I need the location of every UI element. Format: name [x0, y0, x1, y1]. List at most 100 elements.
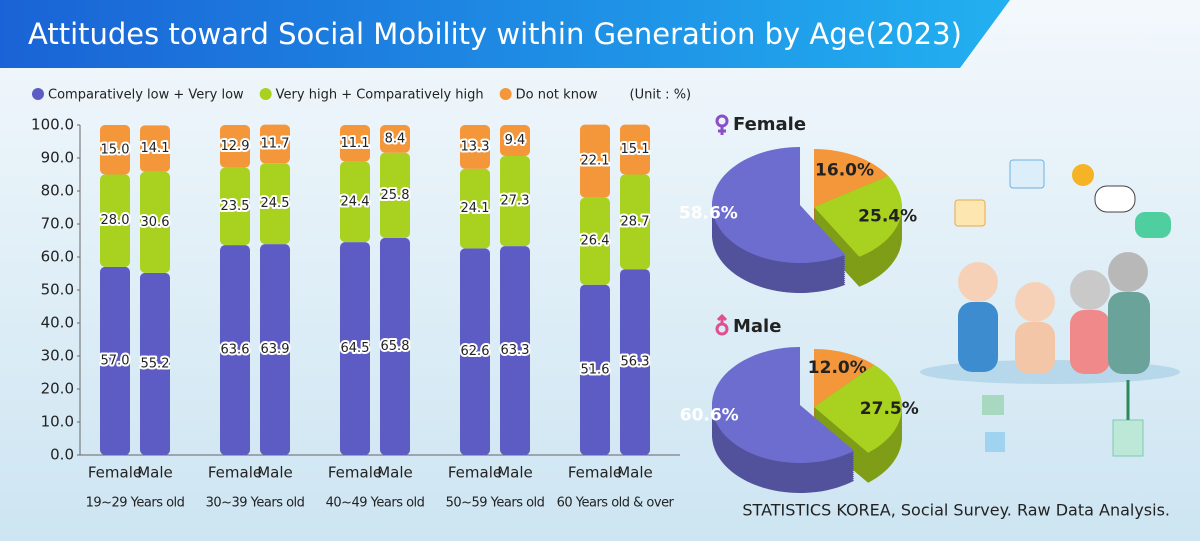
y-tick-label: 0.0 [50, 446, 74, 464]
value-label: 30.6 [141, 215, 170, 230]
value-label: 24.4 [341, 194, 370, 209]
bar-segment [620, 174, 650, 270]
pie-value-label: 60.6% [680, 405, 739, 425]
bar-segment [100, 174, 130, 267]
title-banner [0, 0, 1010, 68]
value-label: 26.4 [581, 234, 610, 249]
x-tick-label: Female [448, 464, 502, 482]
value-label: 56.3 [621, 355, 650, 370]
bar-segment [500, 156, 530, 247]
y-tick-label: 10.0 [41, 413, 74, 431]
pie-value-label: 58.6% [679, 204, 738, 224]
y-tick-label: 80.0 [41, 182, 74, 200]
y-tick-label: 60.0 [41, 248, 74, 266]
value-label: 63.3 [501, 343, 530, 358]
bar-segment [380, 125, 410, 153]
y-tick-label: 40.0 [41, 314, 74, 332]
bar-segment [220, 245, 250, 455]
pie-slice [814, 349, 875, 407]
group-label: 19~29 Years old [86, 496, 185, 511]
x-tick-label: Female [328, 464, 382, 482]
legend-swatch [259, 88, 272, 100]
value-label: 8.4 [385, 131, 406, 146]
pie-value-label: 27.5% [860, 399, 919, 419]
legend-label: Do not know [516, 88, 598, 103]
x-tick-label: Male [617, 464, 653, 482]
value-label: 65.8 [381, 339, 410, 354]
group-label: 30~39 Years old [206, 496, 305, 511]
x-tick-label: Female [568, 464, 622, 482]
bar-segment [380, 152, 410, 238]
pie-slice [712, 147, 846, 263]
y-tick-label: 100.0 [31, 116, 74, 134]
x-tick-label: Male [137, 464, 173, 482]
pie-value-label: 16.0% [815, 160, 874, 180]
group-label: 60 Years old & over [557, 496, 675, 511]
value-label: 51.6 [581, 362, 610, 377]
legend-label: Comparatively low + Very low [48, 88, 244, 103]
bar-segment [220, 167, 250, 246]
bar-segment [140, 272, 170, 455]
y-tick-label: 90.0 [41, 149, 74, 167]
bar-segment [460, 168, 490, 249]
bar-segment [260, 244, 290, 455]
value-label: 24.1 [461, 201, 490, 216]
bar-segment [140, 171, 170, 273]
bar-segment [340, 242, 370, 455]
value-label: 55.2 [141, 356, 170, 371]
pie-slice [814, 149, 889, 207]
pie-value-label: 25.4% [858, 207, 917, 227]
pie-slice [712, 347, 855, 463]
unit-label: (Unit : %) [630, 88, 692, 103]
bar-segment [500, 246, 530, 455]
title: Attitudes toward Social Mobility within … [28, 17, 962, 51]
female-icon [715, 114, 729, 135]
value-label: 24.5 [261, 196, 290, 211]
pie-slice [814, 364, 902, 453]
y-tick-label: 20.0 [41, 380, 74, 398]
bar-segment [100, 266, 130, 455]
x-tick-label: Female [88, 464, 142, 482]
bar-segment [460, 248, 490, 455]
bar-segment [580, 124, 610, 198]
bar-segment [620, 124, 650, 175]
value-label: 64.5 [341, 341, 370, 356]
source: STATISTICS KOREA, Social Survey. Raw Dat… [742, 501, 1170, 520]
value-label: 63.6 [221, 343, 250, 358]
value-label: 22.1 [581, 154, 610, 169]
pie-slice [814, 175, 902, 257]
legend-swatch [499, 88, 512, 100]
bar-segment [260, 124, 290, 164]
value-label: 28.7 [621, 214, 650, 229]
value-label: 63.9 [261, 342, 290, 357]
pie-value-label: 12.0% [808, 358, 867, 378]
value-label: 23.5 [221, 199, 250, 214]
bar-segment [340, 125, 370, 162]
value-label: 15.1 [621, 142, 650, 157]
bar-segment [460, 125, 490, 169]
value-label: 14.1 [141, 141, 170, 156]
x-tick-label: Male [497, 464, 533, 482]
bar-segment [260, 163, 290, 245]
value-label: 62.6 [461, 344, 490, 359]
bar-segment [500, 125, 530, 157]
legend-swatch [32, 88, 44, 100]
value-label: 27.3 [501, 194, 530, 209]
x-tick-label: Female [208, 464, 262, 482]
x-tick-label: Male [377, 464, 413, 482]
bar-segment [140, 125, 170, 172]
y-tick-label: 70.0 [41, 215, 74, 233]
value-label: 15.0 [101, 142, 130, 157]
bar-segment [380, 237, 410, 455]
x-tick-label: Male [257, 464, 293, 482]
bar-segment [100, 125, 130, 175]
value-label: 11.1 [341, 136, 370, 151]
illustration [920, 159, 1180, 457]
male-icon [715, 313, 729, 336]
y-tick-label: 50.0 [41, 281, 74, 299]
bar-segment [220, 125, 250, 168]
pie-title: Female [733, 114, 806, 135]
value-label: 11.7 [261, 136, 290, 151]
y-tick-label: 30.0 [41, 347, 74, 365]
